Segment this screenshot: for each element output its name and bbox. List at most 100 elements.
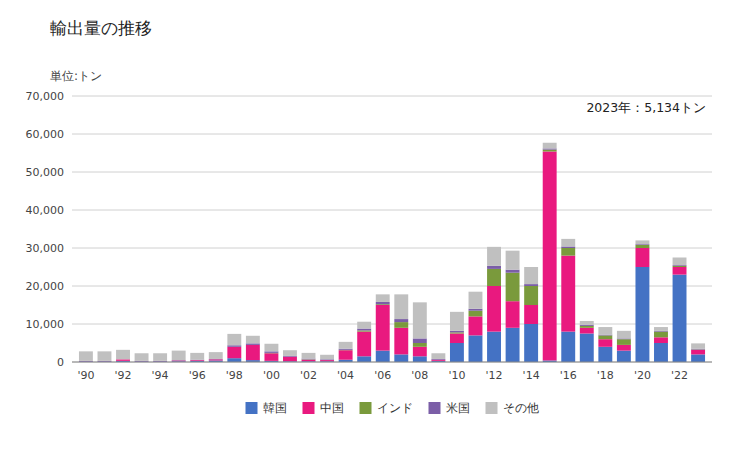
bar	[450, 343, 464, 362]
bar	[561, 246, 575, 248]
grid	[72, 96, 712, 362]
bar	[524, 286, 538, 305]
grid-line	[72, 96, 712, 97]
bar	[376, 351, 390, 362]
bar	[635, 240, 649, 244]
x-tick-label: '20	[634, 369, 651, 382]
bar	[543, 151, 557, 360]
bar	[691, 350, 705, 355]
legend-label: インド	[377, 401, 413, 415]
bar	[172, 351, 186, 361]
bar	[654, 327, 668, 331]
y-axis: 010,00020,00030,00040,00050,00060,00070,…	[26, 90, 65, 369]
bar	[469, 309, 483, 311]
y-tick-label: 40,000	[26, 204, 65, 217]
bar	[339, 349, 353, 350]
bar	[227, 334, 241, 345]
bar	[450, 332, 464, 333]
x-tick-label: '96	[189, 369, 206, 382]
bar	[654, 343, 668, 362]
bar	[580, 325, 594, 326]
bar	[673, 275, 687, 362]
x-tick-label: '98	[226, 369, 243, 382]
bar	[654, 332, 668, 338]
legend-label: 中国	[320, 401, 344, 415]
bar	[172, 360, 186, 362]
bar	[673, 258, 687, 266]
bar	[394, 354, 408, 362]
series	[79, 267, 705, 362]
chart: 輸出量の推移単位:トン010,00020,00030,00040,00050,0…	[0, 0, 729, 450]
legend-swatch	[486, 402, 498, 414]
x-tick-label: '06	[374, 369, 391, 382]
bar	[506, 301, 520, 328]
bar	[561, 332, 575, 362]
x-tick-label: '08	[411, 369, 428, 382]
bars	[79, 143, 705, 362]
bar	[376, 305, 390, 351]
bar	[190, 353, 204, 360]
bar	[617, 339, 631, 345]
bar	[580, 328, 594, 334]
bar	[469, 316, 483, 335]
bar	[450, 331, 464, 333]
bar	[469, 311, 483, 317]
bar	[357, 330, 371, 331]
bar	[413, 338, 427, 343]
bar	[394, 319, 408, 322]
x-tick-label: '18	[597, 369, 614, 382]
y-tick-label: 70,000	[26, 90, 65, 103]
legend-item: 中国	[303, 401, 344, 415]
x-axis-line	[72, 362, 712, 363]
legend: 韓国中国インド米国その他	[246, 401, 539, 415]
series	[79, 151, 705, 361]
bar	[580, 334, 594, 363]
bar	[264, 351, 278, 353]
bar	[376, 302, 390, 304]
bar	[580, 321, 594, 325]
bar	[561, 239, 575, 247]
bar	[209, 359, 223, 360]
bar	[79, 351, 93, 361]
y-tick-label: 0	[57, 356, 64, 369]
bar	[339, 350, 353, 360]
x-tick-label: '22	[671, 369, 688, 382]
bar	[98, 351, 112, 361]
bar	[246, 345, 260, 360]
bar	[283, 350, 297, 356]
grid-line	[72, 172, 712, 173]
legend-label: その他	[503, 401, 539, 415]
title: 輸出量の推移	[50, 18, 152, 38]
x-tick-label: '04	[337, 369, 354, 382]
bar	[561, 256, 575, 332]
legend-item: 米国	[429, 401, 470, 415]
bar	[431, 360, 445, 361]
bar	[246, 336, 260, 344]
series	[79, 143, 705, 361]
bar	[116, 350, 130, 360]
bar	[617, 351, 631, 362]
x-axis: '90'92'94'96'98'00'02'04'06'08'10'12'14'…	[72, 362, 712, 382]
x-tick-label: '90	[77, 369, 94, 382]
bar	[543, 150, 557, 152]
bar	[227, 347, 241, 358]
bar	[506, 270, 520, 273]
y-axis-label: 単位:トン	[50, 69, 102, 83]
bar	[394, 322, 408, 328]
bar	[598, 327, 612, 335]
y-tick-label: 50,000	[26, 166, 65, 179]
bar	[302, 360, 316, 362]
grid-line	[72, 324, 712, 325]
grid-line	[72, 362, 712, 363]
bar	[487, 332, 501, 362]
bar	[227, 345, 241, 347]
bar	[673, 266, 687, 267]
y-tick-label: 20,000	[26, 280, 65, 293]
bar	[394, 294, 408, 319]
bar	[320, 360, 334, 361]
bar	[635, 248, 649, 267]
legend-swatch	[360, 402, 372, 414]
legend-swatch	[429, 402, 441, 414]
bar	[524, 305, 538, 324]
grid-line	[72, 210, 712, 211]
